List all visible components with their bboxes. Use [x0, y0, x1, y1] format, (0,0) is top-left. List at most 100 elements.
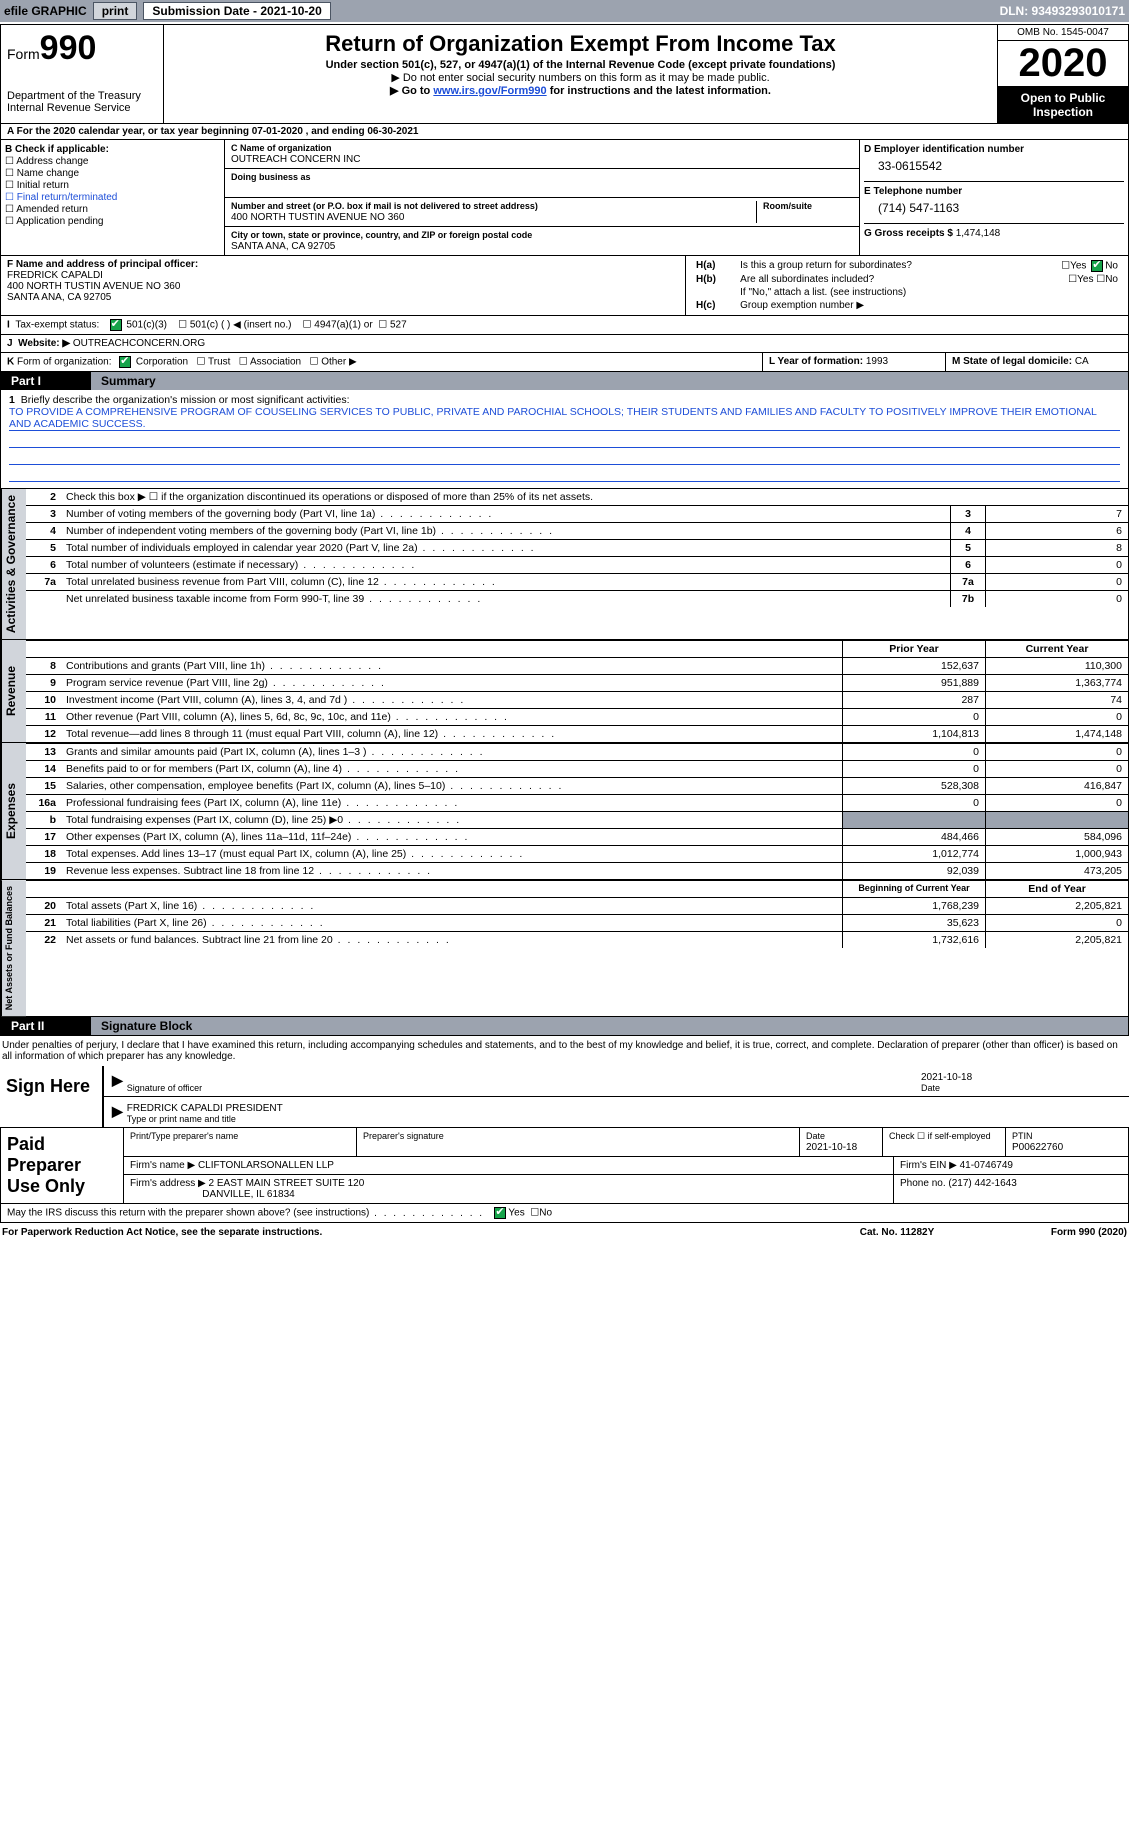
assoc-label[interactable]: Association: [250, 357, 301, 368]
klm-line: K Form of organization: Corporation ☐ Tr…: [1, 352, 1128, 371]
chk-address-change[interactable]: Address change: [16, 156, 88, 167]
prep-date-value: 2021-10-18: [806, 1142, 857, 1153]
form990-link[interactable]: www.irs.gov/Form990: [433, 85, 546, 97]
governance-section: Activities & Governance 2Check this box …: [1, 488, 1128, 639]
begin-year-hdr: Beginning of Current Year: [842, 881, 985, 897]
table-row: 19 Revenue less expenses. Subtract line …: [26, 862, 1128, 879]
org-name-label: C Name of organization: [231, 143, 332, 153]
discuss-yes-check[interactable]: [494, 1207, 506, 1219]
room-label: Room/suite: [763, 201, 812, 211]
check-if-applicable: B Check if applicable: ☐ Address change …: [1, 140, 225, 255]
form-id-footer: Form 990 (2020): [987, 1227, 1127, 1238]
discuss-no[interactable]: No: [539, 1208, 552, 1219]
city-label: City or town, state or province, country…: [231, 230, 532, 240]
table-row: 10 Investment income (Part VIII, column …: [26, 691, 1128, 708]
sig-date-value: 2021-10-18: [921, 1072, 972, 1083]
penalty-statement: Under penalties of perjury, I declare th…: [0, 1036, 1129, 1066]
table-row: 8 Contributions and grants (Part VIII, l…: [26, 657, 1128, 674]
expenses-section: Expenses 13 Grants and similar amounts p…: [1, 742, 1128, 879]
page-footer: For Paperwork Reduction Act Notice, see …: [0, 1223, 1129, 1242]
prep-date-label: Date: [806, 1131, 825, 1141]
officer-addr2: SANTA ANA, CA 92705: [7, 292, 111, 303]
line-2: Check this box ▶ ☐ if the organization d…: [62, 489, 1128, 505]
omb-number: OMB No. 1545-0047: [998, 25, 1128, 41]
self-employed-label[interactable]: Check ☐ if self-employed: [889, 1131, 991, 1141]
trust-label[interactable]: Trust: [208, 357, 230, 368]
firm-addr2-value: DANVILLE, IL 61834: [202, 1189, 294, 1200]
arrow-icon: ▶: [112, 1103, 123, 1125]
table-row: 11 Other revenue (Part VIII, column (A),…: [26, 708, 1128, 725]
officer-group-block: F Name and address of principal officer:…: [1, 255, 1128, 315]
chk-amended[interactable]: Amended return: [16, 204, 88, 215]
table-row: 4 Number of independent voting members o…: [26, 522, 1128, 539]
discuss-line: May the IRS discuss this return with the…: [0, 1204, 1129, 1223]
netassets-vlabel: Net Assets or Fund Balances: [1, 880, 26, 1016]
hb-yes[interactable]: Yes: [1077, 274, 1093, 285]
website-line: J Website: ▶ OUTREACHCONCERN.ORG: [1, 334, 1128, 352]
hb-question: Are all subordinates included?: [736, 273, 1020, 286]
part-1-label: Part I: [1, 372, 91, 390]
other-label[interactable]: Other ▶: [321, 357, 356, 368]
chk-name-change[interactable]: Name change: [17, 168, 79, 179]
corp-label: Corporation: [136, 357, 188, 368]
m-label: M State of legal domicile:: [952, 356, 1072, 367]
table-row: 14 Benefits paid to or for members (Part…: [26, 760, 1128, 777]
group-return-table: H(a)Is this a group return for subordina…: [692, 259, 1122, 312]
website-label: Website: ▶: [18, 338, 70, 349]
527-label[interactable]: 527: [390, 320, 407, 331]
paid-preparer-block: Paid Preparer Use Only Print/Type prepar…: [0, 1127, 1129, 1204]
table-row: 5 Total number of individuals employed i…: [26, 539, 1128, 556]
phone-label: E Telephone number: [864, 186, 962, 197]
form-header: Form990 Department of the Treasury Inter…: [1, 25, 1128, 124]
ha-yes[interactable]: Yes: [1070, 261, 1086, 272]
corp-check[interactable]: [119, 356, 131, 368]
officer-name: FREDRICK CAPALDI: [7, 270, 103, 281]
governance-vlabel: Activities & Governance: [1, 489, 26, 639]
mission-block: 1 Briefly describe the organization's mi…: [1, 390, 1128, 488]
table-row: 12 Total revenue—add lines 8 through 11 …: [26, 725, 1128, 742]
part-1-title: Summary: [91, 372, 1128, 390]
501c-label[interactable]: 501(c) ( ) ◀ (insert no.): [190, 320, 292, 331]
officer-addr1: 400 NORTH TUSTIN AVENUE NO 360: [7, 281, 180, 292]
sign-here-label: Sign Here: [0, 1066, 102, 1127]
table-row: Net unrelated business taxable income fr…: [26, 590, 1128, 607]
table-row: 7a Total unrelated business revenue from…: [26, 573, 1128, 590]
netassets-section: Net Assets or Fund Balances bBeginning o…: [1, 879, 1128, 1016]
table-row: 3 Number of voting members of the govern…: [26, 505, 1128, 522]
hb-no[interactable]: No: [1105, 274, 1118, 285]
chk-initial-return[interactable]: Initial return: [17, 180, 69, 191]
end-year-hdr: End of Year: [985, 881, 1128, 897]
firm-addr-label: Firm's address ▶: [130, 1178, 206, 1189]
ha-no-check[interactable]: [1091, 260, 1103, 272]
firm-addr-value: 2 EAST MAIN STREET SUITE 120: [209, 1178, 365, 1189]
table-row: 17 Other expenses (Part IX, column (A), …: [26, 828, 1128, 845]
tax-year: 2020: [998, 41, 1128, 87]
open-to-public: Open to Public Inspection: [998, 87, 1128, 123]
current-year-hdr: Current Year: [985, 641, 1128, 657]
officer-label: F Name and address of principal officer:: [7, 259, 198, 270]
tax-period: For the 2020 calendar year, or tax year …: [17, 126, 419, 137]
ha-question: Is this a group return for subordinates?: [736, 259, 1020, 273]
street-label: Number and street (or P.O. box if mail i…: [231, 201, 538, 211]
discuss-question: May the IRS discuss this return with the…: [7, 1208, 369, 1219]
print-button[interactable]: print: [93, 2, 138, 20]
4947a1-label[interactable]: 4947(a)(1) or: [314, 320, 372, 331]
website-value: OUTREACHCONCERN.ORG: [73, 338, 205, 349]
ein-value: 33-0615542: [864, 155, 1124, 173]
mission-text: TO PROVIDE A COMPREHENSIVE PROGRAM OF CO…: [9, 406, 1120, 431]
table-row: 15 Salaries, other compensation, employe…: [26, 777, 1128, 794]
501c3-check[interactable]: [110, 319, 122, 331]
submission-date: Submission Date - 2021-10-20: [143, 2, 330, 20]
part-2-label: Part II: [1, 1017, 91, 1035]
efile-label: efile GRAPHIC: [4, 4, 87, 18]
top-bar: efile GRAPHIC print Submission Date - 20…: [0, 0, 1129, 22]
type-name-label: Type or print name and title: [127, 1114, 236, 1124]
part-2-header: Part II Signature Block: [1, 1016, 1128, 1035]
dept-treasury: Department of the Treasury Internal Reve…: [7, 90, 157, 114]
table-row: 21 Total liabilities (Part X, line 26) 3…: [26, 914, 1128, 931]
chk-final-return[interactable]: Final return/terminated: [17, 192, 118, 203]
ein-phone-block: D Employer identification number 33-0615…: [860, 140, 1128, 255]
table-row: 16a Professional fundraising fees (Part …: [26, 794, 1128, 811]
chk-application-pending[interactable]: Application pending: [16, 216, 103, 227]
officer-sign-name: FREDRICK CAPALDI PRESIDENT: [127, 1103, 283, 1114]
